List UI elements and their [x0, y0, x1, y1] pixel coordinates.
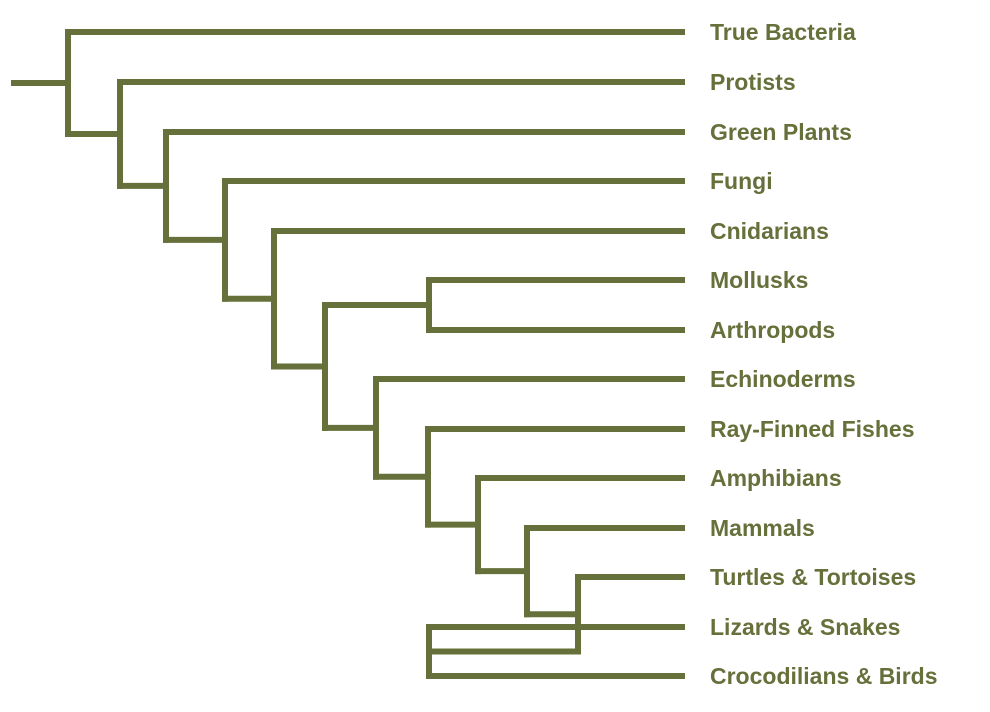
taxon-label-amphibians: Amphibians [710, 465, 842, 491]
taxon-label-ray-finned-fishes: Ray-Finned Fishes [710, 416, 914, 442]
taxon-label-mammals: Mammals [710, 515, 815, 541]
taxon-label-arthropods: Arthropods [710, 317, 835, 343]
taxon-label-turtles-tortoises: Turtles & Tortoises [710, 564, 916, 590]
taxon-label-true-bacteria: True Bacteria [710, 19, 856, 45]
taxon-labels: True Bacteria Protists Green Plants Fung… [710, 19, 937, 689]
taxon-label-mollusks: Mollusks [710, 267, 808, 293]
taxon-label-echinoderms: Echinoderms [710, 366, 856, 392]
taxon-label-green-plants: Green Plants [710, 119, 852, 145]
taxon-label-crocodilians-birds: Crocodilians & Birds [710, 663, 937, 689]
taxon-label-lizards-snakes: Lizards & Snakes [710, 614, 900, 640]
taxon-label-cnidarians: Cnidarians [710, 218, 829, 244]
tree-branches [11, 29, 685, 679]
taxon-label-fungi: Fungi [710, 168, 773, 194]
taxon-label-protists: Protists [710, 69, 796, 95]
